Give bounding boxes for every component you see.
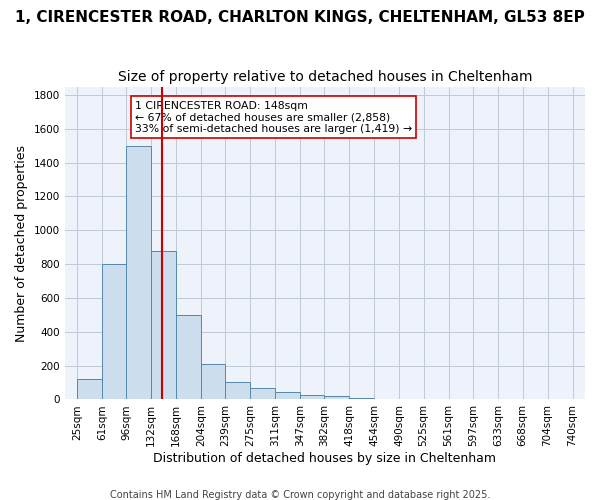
Bar — [176, 315, 201, 400]
Bar — [374, 398, 400, 400]
Text: Contains HM Land Registry data © Crown copyright and database right 2025.: Contains HM Land Registry data © Crown c… — [110, 490, 490, 500]
Bar — [300, 395, 325, 400]
Bar — [127, 146, 151, 400]
Bar — [349, 398, 374, 400]
Bar — [201, 364, 226, 400]
Y-axis label: Number of detached properties: Number of detached properties — [15, 144, 28, 342]
Bar — [151, 250, 176, 400]
Bar — [275, 392, 300, 400]
Bar — [77, 379, 102, 400]
Text: 1 CIRENCESTER ROAD: 148sqm
← 67% of detached houses are smaller (2,858)
33% of s: 1 CIRENCESTER ROAD: 148sqm ← 67% of deta… — [135, 100, 412, 134]
Bar — [102, 264, 127, 400]
Text: 1, CIRENCESTER ROAD, CHARLTON KINGS, CHELTENHAM, GL53 8EP: 1, CIRENCESTER ROAD, CHARLTON KINGS, CHE… — [15, 10, 585, 25]
Bar — [226, 382, 250, 400]
Title: Size of property relative to detached houses in Cheltenham: Size of property relative to detached ho… — [118, 70, 532, 84]
Bar — [250, 388, 275, 400]
X-axis label: Distribution of detached houses by size in Cheltenham: Distribution of detached houses by size … — [154, 452, 496, 465]
Bar — [325, 396, 349, 400]
